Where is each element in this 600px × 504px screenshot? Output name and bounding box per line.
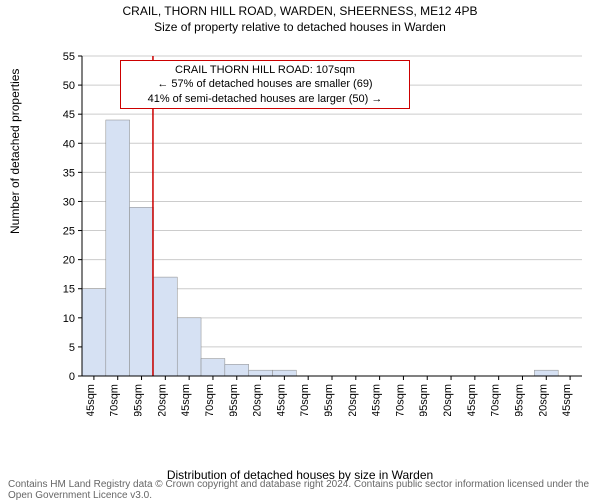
svg-text:35: 35 <box>63 167 75 179</box>
histogram-bar <box>82 289 106 376</box>
x-tick-label: 270sqm <box>299 384 311 416</box>
svg-text:20: 20 <box>63 255 75 267</box>
svg-text:5: 5 <box>69 342 75 354</box>
svg-text:30: 30 <box>63 196 75 208</box>
x-tick-label: 95sqm <box>133 384 145 416</box>
svg-text:55: 55 <box>63 51 75 63</box>
histogram-bar <box>272 370 296 376</box>
histogram-bar <box>177 318 201 376</box>
x-tick-label: 45sqm <box>85 384 97 416</box>
histogram-bar <box>130 207 154 376</box>
x-tick-label: 170sqm <box>204 384 216 416</box>
x-tick-label: 495sqm <box>513 384 525 416</box>
histogram-bar <box>106 120 130 376</box>
x-tick-label: 470sqm <box>490 384 502 416</box>
histogram-bar <box>225 364 249 376</box>
histogram-bar <box>201 359 225 376</box>
x-tick-label: 320sqm <box>347 384 359 416</box>
svg-text:45: 45 <box>63 109 75 121</box>
footer-text: Contains HM Land Registry data © Crown c… <box>8 479 600 501</box>
svg-text:10: 10 <box>63 313 75 325</box>
annotation-box: CRAIL THORN HILL ROAD: 107sqm ← 57% of d… <box>120 60 410 109</box>
x-tick-label: 295sqm <box>323 384 335 416</box>
x-tick-label: 195sqm <box>228 384 240 416</box>
svg-text:50: 50 <box>63 80 75 92</box>
chart-subtitle: Size of property relative to detached ho… <box>0 20 600 34</box>
x-tick-label: 520sqm <box>537 384 549 416</box>
x-tick-label: 445sqm <box>466 384 478 416</box>
x-tick-label: 245sqm <box>275 384 287 416</box>
x-tick-label: 220sqm <box>252 384 264 416</box>
chart-title: CRAIL, THORN HILL ROAD, WARDEN, SHEERNES… <box>0 4 600 18</box>
x-tick-label: 120sqm <box>156 384 168 416</box>
x-tick-label: 370sqm <box>394 384 406 416</box>
svg-text:0: 0 <box>69 371 75 383</box>
histogram-bar <box>153 277 177 376</box>
x-tick-label: 395sqm <box>418 384 430 416</box>
annotation-line1: CRAIL THORN HILL ROAD: 107sqm <box>127 63 403 77</box>
x-tick-label: 345sqm <box>371 384 383 416</box>
annotation-line3: 41% of semi-detached houses are larger (… <box>127 92 403 106</box>
svg-text:15: 15 <box>63 284 75 296</box>
y-axis-label: Number of detached properties <box>8 69 22 234</box>
x-tick-label: 70sqm <box>109 384 121 416</box>
chart-area: 0 5 10 15 20 25 30 35 40 45 50 55 45sqm 70sqm 95sqm 120… <box>52 46 582 416</box>
histogram-bar <box>534 370 558 376</box>
chart-container: CRAIL, THORN HILL ROAD, WARDEN, SHEERNES… <box>0 4 600 504</box>
x-tick-label: 145sqm <box>180 384 192 416</box>
x-tick-label: 420sqm <box>442 384 454 416</box>
svg-text:40: 40 <box>63 138 75 150</box>
annotation-line2: ← 57% of detached houses are smaller (69… <box>127 77 403 91</box>
x-tick-label: 545sqm <box>561 384 573 416</box>
histogram-bar <box>249 370 273 376</box>
svg-text:25: 25 <box>63 226 75 238</box>
